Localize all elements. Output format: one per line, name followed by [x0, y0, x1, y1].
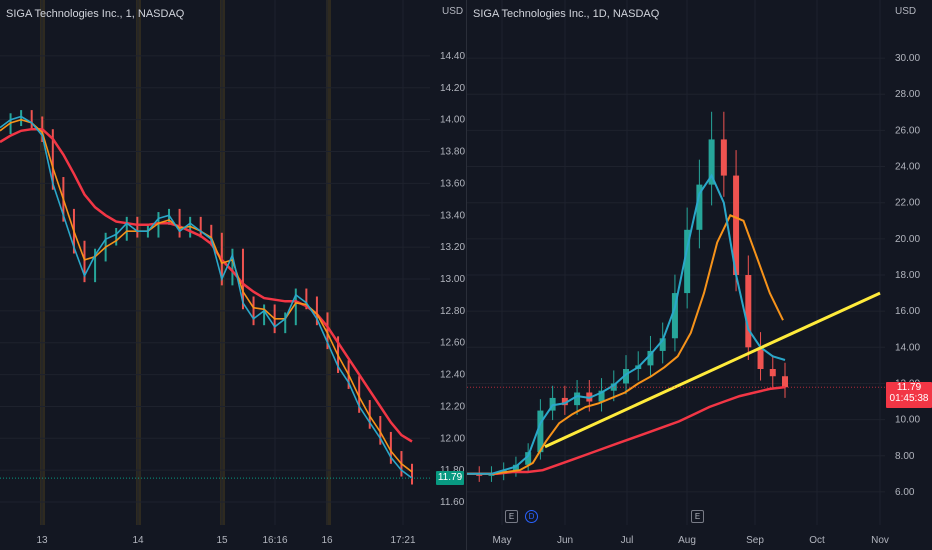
y-tick-label: 6.00 — [895, 487, 915, 498]
earnings-marker[interactable]: E — [505, 510, 518, 523]
right-last-price-tag: 11.79 01:45:38 — [886, 382, 932, 409]
y-tick-label: 8.00 — [895, 451, 915, 462]
y-tick-label: 10.00 — [895, 415, 920, 426]
x-tick-label: Jul — [621, 535, 634, 546]
x-tick-label: Sep — [746, 535, 764, 546]
candle-body — [561, 397, 568, 406]
y-tick-label: 24.00 — [895, 162, 920, 173]
candle-body — [647, 350, 654, 366]
y-tick-label: 13.80 — [440, 147, 465, 158]
y-tick-label: 12.60 — [440, 338, 465, 349]
right-chart-title: SIGA Technologies Inc., 1D, NASDAQ — [473, 8, 660, 20]
y-tick-label: 13.60 — [440, 178, 465, 189]
x-tick-label: 17:21 — [390, 535, 415, 546]
candle-body — [684, 229, 691, 294]
candle-body — [623, 369, 629, 384]
series-line — [0, 127, 413, 443]
candle-body — [525, 452, 532, 465]
y-tick-label: 30.00 — [895, 53, 920, 64]
x-tick-label: 16:16 — [262, 535, 287, 546]
y-tick-label: 14.40 — [440, 51, 465, 62]
candle-body — [708, 139, 715, 185]
x-tick-label: Jun — [557, 535, 573, 546]
candle-body — [720, 139, 727, 176]
series-line — [0, 115, 413, 479]
pane-divider[interactable] — [466, 0, 467, 550]
y-tick-label: 14.00 — [440, 115, 465, 126]
x-tick-label: Aug — [678, 535, 696, 546]
y-tick-label: 22.00 — [895, 198, 920, 209]
y-tick-label: 18.00 — [895, 270, 920, 281]
candle-body — [598, 390, 605, 402]
candle-body — [574, 392, 581, 406]
x-tick-label: 16 — [321, 535, 333, 546]
x-tick-label: Oct — [809, 535, 825, 546]
y-tick-label: 12.00 — [440, 433, 465, 444]
candle-body — [733, 175, 740, 275]
dividend-marker[interactable]: D — [525, 510, 538, 523]
left-last-price-tag: 11.79 — [436, 471, 464, 486]
y-tick-label: 12.20 — [440, 401, 465, 412]
candle-body — [659, 338, 666, 351]
x-tick-label: 15 — [216, 535, 228, 546]
session-band — [326, 0, 331, 525]
candle-body — [757, 347, 764, 369]
y-tick-label: 13.20 — [440, 242, 465, 253]
y-tick-label: 11.80 — [440, 465, 465, 476]
right-last-price: 11.79 — [896, 382, 922, 394]
candle-body — [671, 293, 678, 339]
x-tick-label: 13 — [36, 535, 48, 546]
y-tick-label: 26.00 — [895, 125, 920, 136]
y-tick-label: 11.60 — [440, 497, 465, 508]
y-tick-label: 28.00 — [895, 89, 920, 100]
moving-average-line — [467, 173, 786, 475]
left-chart-pane[interactable]: 14.40 14.20 14.00 13.80 13.60 13.40 13.20 13.00… — [0, 0, 466, 550]
y-tick-label: 13.00 — [440, 274, 465, 285]
x-tick-label: May — [493, 535, 512, 546]
y-tick-label: 14.00 — [895, 342, 920, 353]
candle-body — [745, 275, 752, 348]
x-tick-label: 14 — [132, 535, 144, 546]
y-tick-label: 12.40 — [440, 370, 465, 381]
y-tick-label: 16.00 — [895, 306, 920, 317]
right-chart-canvas[interactable]: 30.00 28.00 26.00 24.00 22.00 20.00 18.00 16.00… — [467, 0, 932, 550]
left-chart-canvas[interactable]: 14.40 14.20 14.00 13.80 13.60 13.40 13.20 13.00… — [0, 0, 466, 550]
y-tick-label: 12.80 — [440, 306, 465, 317]
right-chart-pane[interactable]: 30.00 28.00 26.00 24.00 22.00 20.00 18.00 16.00… — [467, 0, 932, 550]
earnings-marker[interactable]: E — [691, 510, 704, 523]
candle-body — [696, 184, 703, 230]
series-line — [0, 118, 413, 473]
candle-body — [610, 383, 617, 391]
right-bar-countdown: 01:45:38 — [889, 393, 929, 405]
moving-average-line — [467, 385, 786, 476]
candle-body — [769, 369, 776, 377]
left-chart-title: SIGA Technologies Inc., 1, NASDAQ — [6, 8, 185, 20]
y-tick-label: 14.20 — [440, 83, 465, 94]
left-currency-label: USD — [442, 6, 464, 17]
y-tick-label: 13.40 — [440, 210, 465, 221]
candle-body — [782, 376, 788, 388]
trendline — [544, 291, 881, 449]
right-currency-label: USD — [895, 6, 917, 17]
moving-average-line — [467, 214, 784, 475]
y-tick-label: 20.00 — [895, 234, 920, 245]
candle-body — [537, 410, 544, 453]
x-tick-label: Nov — [871, 535, 889, 546]
